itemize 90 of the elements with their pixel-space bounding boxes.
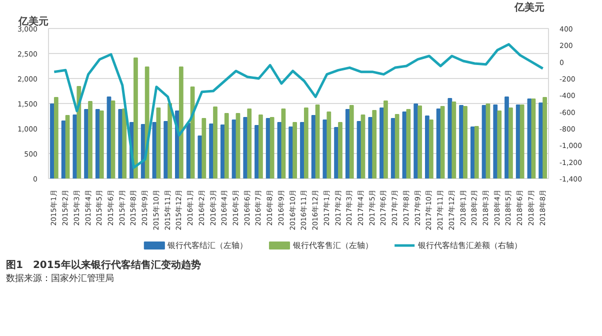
bar <box>168 103 172 178</box>
bar <box>292 122 297 178</box>
bar <box>236 113 240 178</box>
bar <box>134 58 138 178</box>
legend-label: 银行代客结售汇差额（右轴） <box>416 241 522 250</box>
bar <box>334 127 338 178</box>
bar <box>122 108 127 178</box>
bar <box>156 108 161 178</box>
bar <box>198 136 202 178</box>
bar <box>414 104 418 178</box>
bar <box>152 122 157 178</box>
bar <box>538 102 544 178</box>
bar <box>394 114 400 178</box>
bar <box>338 122 342 178</box>
bar <box>425 116 430 178</box>
bar <box>232 120 236 178</box>
bar <box>482 105 486 178</box>
bar <box>349 105 354 178</box>
text: 图1 2015年以来银行代客结售汇变动趋势 <box>6 259 201 273</box>
bar <box>254 125 259 178</box>
bar <box>470 126 475 178</box>
bar <box>288 126 294 178</box>
bar <box>372 110 377 178</box>
bar <box>178 66 184 178</box>
bar <box>76 86 82 178</box>
bar <box>99 110 104 178</box>
bar <box>88 101 92 178</box>
bar <box>486 104 490 178</box>
bar <box>304 108 308 178</box>
bar <box>542 97 547 178</box>
bar <box>527 98 532 178</box>
bar <box>497 110 502 178</box>
bar <box>281 108 286 178</box>
bar <box>65 115 70 178</box>
bar <box>418 106 422 178</box>
bar <box>258 114 263 178</box>
bar <box>224 113 229 178</box>
bar <box>440 106 445 178</box>
bar <box>384 100 388 178</box>
bar <box>428 120 434 178</box>
bar <box>508 108 513 178</box>
bar <box>356 121 362 178</box>
bar <box>213 106 218 178</box>
line-series <box>52 43 544 169</box>
bar <box>474 126 479 178</box>
bar <box>504 96 509 178</box>
bar <box>390 118 396 178</box>
bar <box>360 114 366 178</box>
bar <box>84 109 88 178</box>
bar <box>380 108 384 178</box>
legend-label: 银行代客售汇（左轴） <box>292 241 373 250</box>
bar <box>311 115 316 178</box>
bar <box>531 98 536 178</box>
bar <box>247 108 252 178</box>
bar <box>220 124 225 178</box>
bar <box>209 124 214 178</box>
bar <box>270 117 274 178</box>
bar <box>463 106 468 178</box>
bar <box>61 120 66 178</box>
bar <box>300 122 304 178</box>
bar <box>50 104 54 178</box>
bar <box>448 98 452 178</box>
bar <box>516 104 520 178</box>
source-note: 数据来源：国家外汇管理局 <box>6 273 114 286</box>
bar <box>54 97 58 178</box>
bar <box>406 109 411 178</box>
bar <box>164 121 168 178</box>
bar <box>520 104 524 178</box>
bar <box>368 117 373 178</box>
bar <box>110 100 116 178</box>
bar <box>459 105 464 178</box>
bar <box>243 117 248 178</box>
bar <box>326 112 332 178</box>
legend-label: 银行代客结汇（左轴） <box>166 241 248 250</box>
bar <box>402 112 407 178</box>
bar <box>345 109 350 178</box>
bar <box>202 118 206 178</box>
bar <box>72 114 78 178</box>
bar <box>277 122 282 178</box>
bar <box>118 109 123 178</box>
bar <box>452 102 456 178</box>
y-axis-title: 亿美元 <box>18 16 48 28</box>
bar <box>493 104 498 178</box>
bar <box>266 118 270 178</box>
bar <box>106 96 112 178</box>
bar <box>436 108 441 178</box>
bar <box>322 120 328 178</box>
bar <box>315 104 320 178</box>
bar <box>95 109 100 178</box>
y2-axis-title: 亿美元 <box>514 2 544 14</box>
